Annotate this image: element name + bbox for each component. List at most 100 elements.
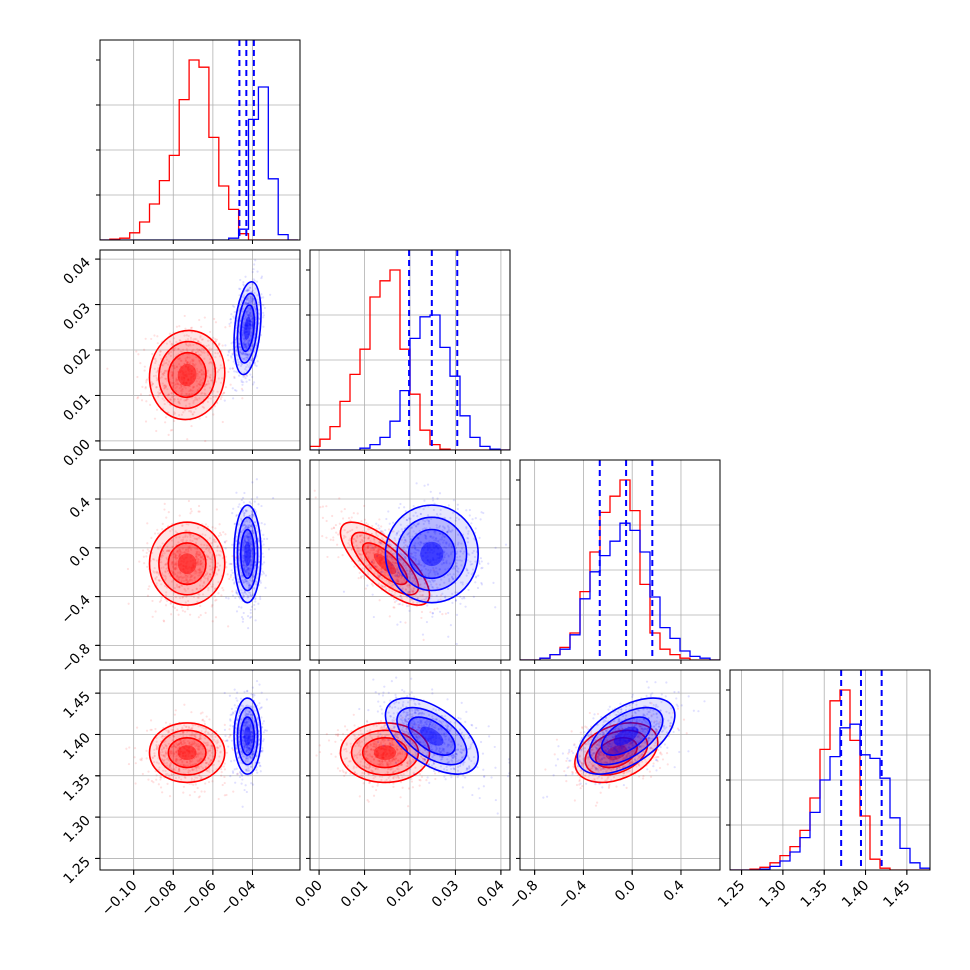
red-contour bbox=[167, 736, 207, 769]
y-tick-label: 0.0 bbox=[67, 543, 94, 570]
red-contour bbox=[594, 736, 638, 769]
y-tick-label: 1.25 bbox=[60, 854, 93, 887]
density-fill bbox=[244, 316, 251, 340]
density-fill bbox=[605, 745, 627, 761]
x-tick-label: −0.04 bbox=[218, 877, 260, 919]
histogram-panel-2 bbox=[306, 249, 511, 454]
blue-contour bbox=[407, 716, 456, 756]
red-contour bbox=[167, 351, 207, 399]
blue-histogram bbox=[100, 86, 299, 240]
red-contour bbox=[148, 722, 226, 784]
blue-contour bbox=[239, 304, 256, 353]
x-tick-label: −0.10 bbox=[99, 878, 141, 920]
x-tick-label: 0.00 bbox=[293, 878, 326, 911]
blue-contour bbox=[236, 706, 259, 766]
red-histogram bbox=[730, 689, 930, 870]
x-tick-label: 0.02 bbox=[383, 878, 416, 911]
blue-contour bbox=[384, 504, 479, 604]
histogram-panel-1 bbox=[96, 39, 301, 244]
x-tick-label: 1.40 bbox=[839, 878, 872, 911]
density-fill bbox=[244, 726, 251, 746]
y-tick-label: −0.8 bbox=[58, 641, 93, 676]
y-tick-label: 1.45 bbox=[60, 689, 93, 722]
blue-contour bbox=[239, 528, 256, 580]
red-histogram bbox=[310, 269, 510, 450]
blue-contour bbox=[407, 528, 456, 580]
scatter-panel-2-1: 0.00 0.01 0.02 0.03 0.04 bbox=[60, 249, 301, 470]
density-fill bbox=[244, 541, 251, 567]
x-tick-label: 1.25 bbox=[715, 878, 748, 911]
red-contour bbox=[158, 531, 217, 596]
gridlines bbox=[730, 670, 930, 870]
density-fill bbox=[177, 553, 197, 575]
x-tick-label: 0.04 bbox=[474, 877, 507, 910]
x-tick-label: −0.8 bbox=[506, 878, 541, 913]
gridlines bbox=[310, 670, 510, 870]
panel-frame bbox=[519, 459, 721, 661]
y-tick-label: 0.04 bbox=[60, 255, 93, 288]
gridlines bbox=[100, 250, 300, 450]
red-samples bbox=[106, 314, 248, 443]
y-tick-label: 0.01 bbox=[60, 391, 93, 424]
panel-frame bbox=[729, 669, 931, 871]
density-fill bbox=[420, 726, 444, 746]
x-tick-label: 1.30 bbox=[756, 878, 789, 911]
x-tick-label: 1.35 bbox=[798, 878, 831, 911]
blue-contour bbox=[233, 281, 262, 376]
scatter-panel-4-2: 0.00 0.01 0.02 0.03 0.04 bbox=[293, 669, 511, 911]
scatter-panel-3-2 bbox=[306, 459, 511, 664]
blue-contour bbox=[396, 516, 468, 592]
red-contour bbox=[158, 729, 217, 776]
red-contour bbox=[584, 729, 649, 776]
density-fill bbox=[373, 745, 397, 761]
gridlines bbox=[100, 670, 300, 870]
x-tick-label: 0.0 bbox=[612, 878, 639, 905]
panel-frame bbox=[99, 459, 301, 661]
x-tick-label: −0.4 bbox=[555, 877, 590, 912]
blue-contour bbox=[236, 292, 259, 364]
x-tick-label: 0.03 bbox=[429, 878, 462, 911]
red-contour bbox=[167, 542, 207, 586]
blue-contour bbox=[588, 706, 664, 766]
density-fill bbox=[420, 541, 444, 567]
density-fill bbox=[373, 553, 397, 575]
red-contour bbox=[148, 329, 226, 421]
red-contour bbox=[361, 542, 409, 586]
y-tick-label: 1.35 bbox=[60, 771, 93, 804]
y-tick-label: 0.00 bbox=[60, 436, 93, 469]
blue-contour bbox=[233, 504, 262, 604]
red-histogram bbox=[100, 59, 299, 240]
blue-histogram bbox=[310, 314, 510, 450]
panel-frame bbox=[519, 669, 721, 871]
red-contour bbox=[148, 521, 226, 606]
x-tick-label: −0.08 bbox=[138, 878, 180, 920]
density-fill bbox=[177, 363, 197, 387]
x-tick-label: 1.45 bbox=[880, 878, 913, 911]
blue-contour bbox=[384, 697, 479, 775]
blue-contour bbox=[600, 716, 652, 756]
gridlines bbox=[100, 40, 300, 240]
x-tick-label: 0.01 bbox=[338, 878, 371, 911]
red-contour bbox=[350, 531, 420, 596]
blue-histogram bbox=[520, 522, 720, 660]
scatter-panel-3-1: −0.8 −0.4 0.0 0.4 bbox=[58, 459, 301, 676]
y-tick-label: −0.4 bbox=[58, 592, 93, 627]
blue-contour bbox=[233, 697, 262, 775]
blue-histogram bbox=[730, 723, 930, 870]
blue-contour bbox=[576, 697, 676, 775]
red-contour bbox=[158, 340, 217, 410]
x-tick-label: 0.4 bbox=[661, 877, 688, 904]
blue-contour bbox=[396, 706, 468, 766]
x-tick-label: −0.06 bbox=[178, 877, 220, 919]
gridlines bbox=[520, 670, 720, 870]
y-tick-label: 0.03 bbox=[60, 300, 93, 333]
histogram-panel-4: 1.25 1.30 1.35 1.40 1.45 bbox=[715, 669, 931, 911]
blue-contour bbox=[236, 516, 259, 592]
red-contour bbox=[339, 722, 431, 784]
scatter-panel-4-3: −0.8 −0.4 0.0 0.4 bbox=[506, 669, 721, 913]
panel-frame bbox=[99, 39, 301, 241]
y-tick-label: 0.02 bbox=[60, 346, 93, 379]
y-tick-label: 1.40 bbox=[60, 730, 93, 763]
blue-contour bbox=[239, 716, 256, 756]
